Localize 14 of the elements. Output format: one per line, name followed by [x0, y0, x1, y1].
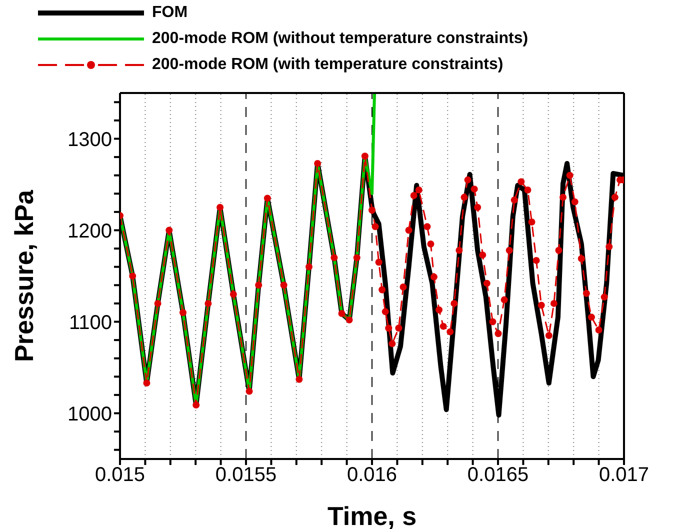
x-tick-label: 0.017 — [598, 464, 650, 486]
y-tick-label: 1100 — [68, 312, 112, 334]
y-axis-title: Pressure, kPa — [9, 189, 40, 362]
legend-label: FOM — [152, 4, 188, 22]
legend-label: 200-mode ROM (without temperature constraints) — [152, 30, 528, 48]
y-tick-label: 1000 — [68, 403, 112, 426]
x-axis-title: Time, s — [327, 501, 417, 529]
x-tick-label: 0.0155 — [215, 464, 277, 486]
y-tick-label: 1200 — [68, 220, 112, 242]
x-tick-label: 0.0165 — [467, 464, 529, 486]
x-tick-label: 0.015 — [94, 464, 146, 486]
x-tick-label: 0.016 — [346, 464, 398, 486]
legend-label: 200-mode ROM (with temperature constraints) — [152, 56, 504, 74]
y-tick-label: 1300 — [68, 128, 112, 151]
